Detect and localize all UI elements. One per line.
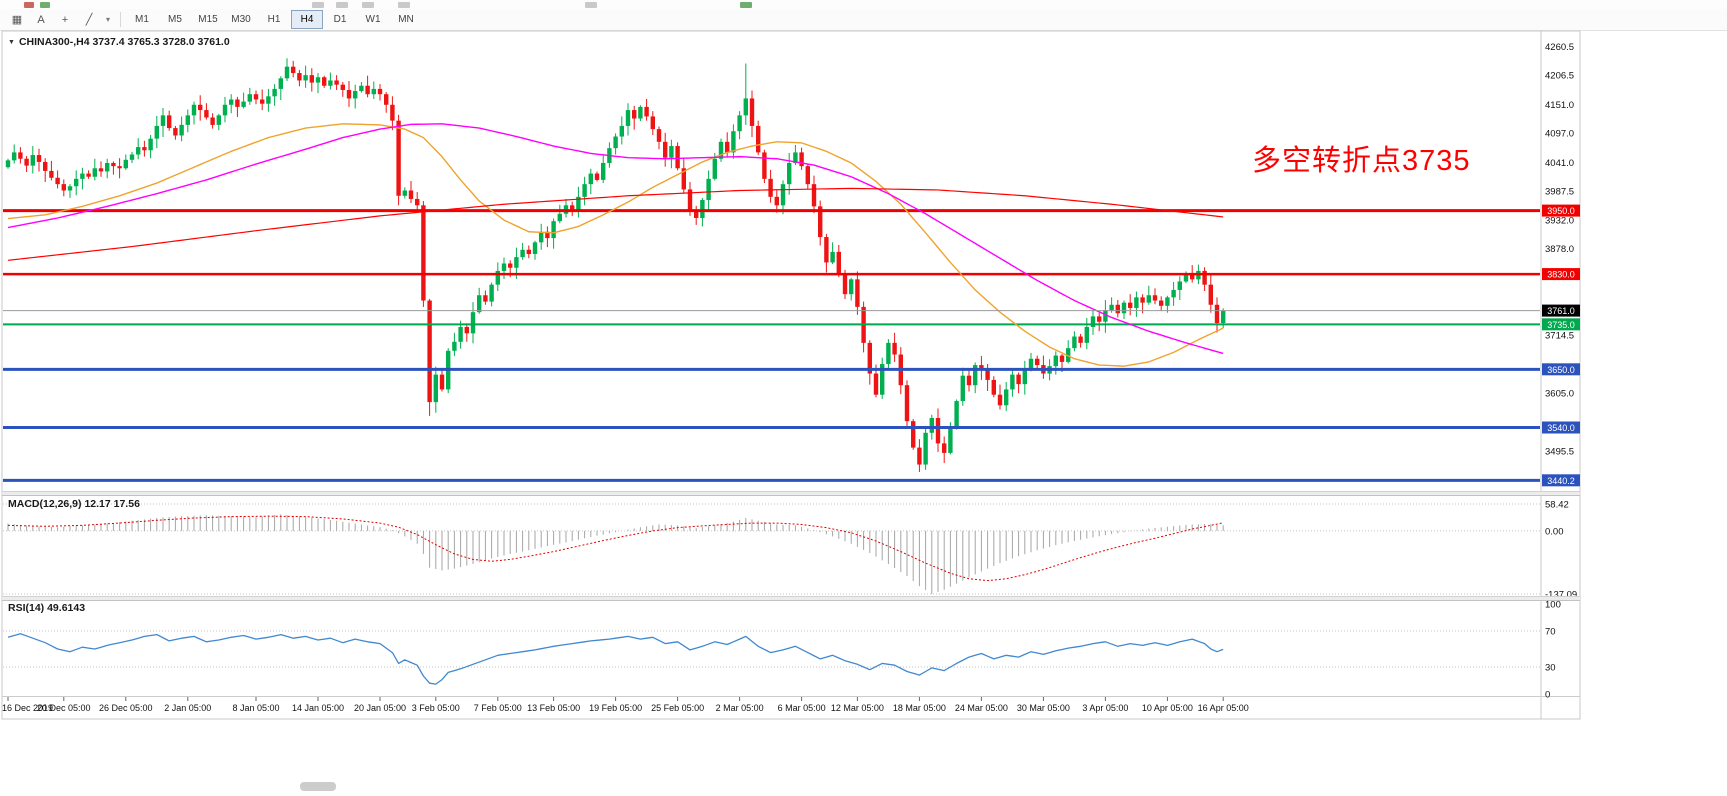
time-tick-label: 19 Feb 05:00 — [589, 703, 642, 713]
draw-dropdown-icon[interactable]: ▾ — [105, 15, 110, 24]
time-tick-label: 12 Mar 05:00 — [831, 703, 884, 713]
time-tick-label: 7 Feb 05:00 — [474, 703, 522, 713]
time-tick-label: 25 Feb 05:00 — [651, 703, 704, 713]
symbol-ohlc-label: CHINA300-,H4 3737.4 3765.3 3728.0 3761.0 — [18, 36, 230, 48]
price-tick-label: 3714.5 — [1545, 331, 1574, 342]
toolbar-strip-icon — [336, 2, 348, 8]
timeframe-button-M30[interactable]: M30 — [231, 14, 251, 25]
price-tick-label: 3495.5 — [1545, 447, 1574, 458]
macd-axis-label: -137.09 — [1545, 590, 1577, 601]
rsi-axis-label: 30 — [1545, 663, 1556, 674]
price-tick-label: 4260.5 — [1545, 42, 1574, 53]
svg-text:3650.0: 3650.0 — [1547, 365, 1575, 375]
time-tick-label: 26 Dec 05:00 — [99, 703, 153, 713]
time-tick-label: 20 Dec 05:00 — [37, 703, 91, 713]
price-tick-label: 3878.0 — [1545, 244, 1574, 255]
candles — [5, 58, 1226, 472]
time-tick-label: 8 Jan 05:00 — [232, 703, 279, 713]
time-tick-label: 18 Mar 05:00 — [893, 703, 946, 713]
svg-text:3735.0: 3735.0 — [1547, 320, 1575, 330]
grid-tool-icon[interactable]: ▦ — [11, 14, 23, 26]
price-tick-label: 3932.0 — [1545, 216, 1574, 227]
chart-header: ▼ CHINA300-,H4 3737.4 3765.3 3728.0 3761… — [8, 36, 230, 48]
timeframe-button-D1[interactable]: D1 — [333, 14, 347, 25]
draw-tool-icon[interactable]: ╱ — [85, 14, 93, 26]
chart-window-border — [1, 30, 1581, 720]
svg-text:3950.0: 3950.0 — [1547, 206, 1575, 216]
macd-signal-line — [7, 515, 1224, 582]
price-tick-label: 4097.0 — [1545, 128, 1574, 139]
ma-fast-line — [7, 123, 1224, 367]
panel-splitter[interactable] — [2, 596, 1580, 601]
chart-toolbar: ▦ A + ╱ ▾ M1 M5 M15 M30 H1 H4 D1 W1 MN — [0, 9, 1727, 31]
text-label-tool-icon[interactable]: A — [37, 13, 45, 26]
time-tick-label: 24 Mar 05:00 — [955, 703, 1008, 713]
timeframe-button-W1[interactable]: W1 — [365, 14, 381, 25]
price-badges: 3950.0 3830.0 3735.0 3650.0 3540.0 3440.2 3761… — [1542, 204, 1580, 487]
time-tick-label: 16 Apr 05:00 — [1198, 703, 1249, 713]
macd-histogram — [7, 514, 1224, 594]
time-tick-label: 13 Feb 05:00 — [527, 703, 580, 713]
time-tick-label: 30 Mar 05:00 — [1017, 703, 1070, 713]
time-tick-label: 14 Jan 05:00 — [292, 703, 344, 713]
toolbar-strip-icon — [312, 2, 324, 8]
rsi-axis-label: 0 — [1545, 690, 1550, 701]
crosshair-tool-icon[interactable]: + — [61, 13, 69, 26]
horizontal-scrollbar-thumb[interactable] — [300, 782, 336, 791]
ma-slow-line — [7, 187, 1224, 261]
toolbar-separator — [120, 12, 121, 27]
panel-splitter[interactable] — [2, 491, 1580, 496]
time-tick-label: 2 Jan 05:00 — [164, 703, 211, 713]
svg-text:3761.0: 3761.0 — [1547, 306, 1575, 316]
timeframe-buttons: M1 M5 M15 M30 H1 H4 D1 W1 MN — [126, 10, 422, 29]
price-axis[interactable] — [1541, 31, 1580, 719]
macd-indicator-label: MACD(12,26,9) 12.17 17.56 — [8, 498, 140, 510]
price-tick-label: 3605.0 — [1545, 389, 1574, 400]
toolbar-strip-icon — [740, 2, 752, 8]
toolbar-strip-icon — [362, 2, 374, 8]
macd-axis-label: 0.00 — [1545, 526, 1564, 537]
ma-mid-line — [7, 123, 1224, 355]
price-tick-label: 4041.0 — [1545, 158, 1574, 169]
top-toolbar-strip — [0, 0, 1727, 9]
time-tick-label: 6 Mar 05:00 — [778, 703, 826, 713]
timeframe-button-MN[interactable]: MN — [398, 14, 414, 25]
chart-text-annotation[interactable]: 多空转折点3735 — [1252, 145, 1471, 177]
rsi-indicator-label: RSI(14) 49.6143 — [8, 602, 86, 614]
timeframe-button-M5[interactable]: M5 — [168, 14, 182, 25]
price-tick-label: 4206.5 — [1545, 70, 1574, 81]
rsi-axis-label: 100 — [1545, 600, 1561, 611]
rsi-line — [7, 633, 1224, 685]
time-tick-label: 20 Jan 05:00 — [354, 703, 406, 713]
timeframe-button-M15[interactable]: M15 — [198, 14, 218, 25]
timeframe-button-M1[interactable]: M1 — [135, 14, 149, 25]
toolbar-strip-icon — [24, 2, 34, 8]
time-tick-label: 3 Apr 05:00 — [1082, 703, 1128, 713]
svg-text:3540.0: 3540.0 — [1547, 423, 1575, 433]
rsi-axis-label: 70 — [1545, 627, 1556, 638]
time-tick-label: 2 Mar 05:00 — [716, 703, 764, 713]
toolbar-strip-icon — [398, 2, 410, 8]
time-tick-label: 16 Dec 2019 — [2, 703, 53, 713]
time-tick-label: 10 Apr 05:00 — [1142, 703, 1193, 713]
timeframe-button-H4[interactable]: H4 — [291, 10, 323, 29]
timeframe-button-H1[interactable]: H1 — [267, 14, 281, 25]
drawing-tools-group: ▦ A + ╱ ▾ — [5, 10, 115, 30]
macd-axis-label: 58.42 — [1545, 500, 1569, 511]
toolbar-strip-icon — [40, 2, 50, 8]
svg-text:3830.0: 3830.0 — [1547, 270, 1575, 280]
price-tick-label: 4151.0 — [1545, 100, 1574, 111]
chart-collapse-icon[interactable]: ▼ — [8, 38, 15, 46]
toolbar-strip-icon — [585, 2, 597, 8]
time-tick-label: 3 Feb 05:00 — [412, 703, 460, 713]
svg-text:3440.2: 3440.2 — [1547, 476, 1575, 486]
price-tick-label: 3987.5 — [1545, 186, 1574, 197]
